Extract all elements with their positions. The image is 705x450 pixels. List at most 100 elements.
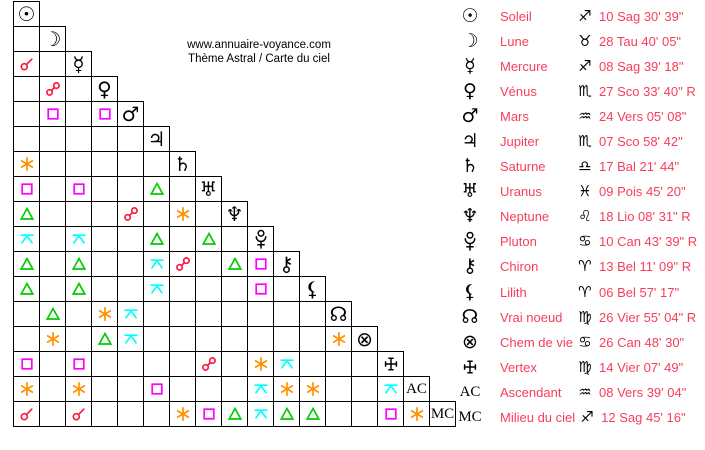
planet-position: 26 Can 48' 30" (599, 334, 685, 350)
position-row-venus: ♀ Vénus ♏ 27 Sco 33' 40" R (455, 79, 705, 104)
empty-aspect-cell (143, 201, 170, 227)
empty-aspect-cell (39, 226, 66, 252)
empty-aspect-cell (39, 126, 66, 152)
zodiac-sign-icon: ♐ (578, 57, 592, 76)
quincunx-aspect-icon (65, 226, 92, 252)
planet-name: Soleil (500, 9, 532, 25)
empty-aspect-cell (91, 226, 118, 252)
empty-aspect-cell (39, 51, 66, 77)
empty-aspect-cell (247, 326, 274, 352)
soleil-glyph-icon: ☉ (17, 2, 36, 26)
chiron-glyph-icon: ⚷ (463, 255, 477, 278)
square-aspect-icon (65, 351, 92, 377)
jupiter-glyph-icon: ♃ (147, 127, 166, 151)
empty-aspect-cell (91, 276, 118, 302)
empty-aspect-cell (117, 176, 144, 202)
planet-position: 24 Vers 05' 08" (599, 109, 687, 125)
empty-aspect-cell (221, 351, 248, 377)
planet-position: 07 Sco 58' 42" (599, 134, 683, 150)
zodiac-sign-icon: ♈ (578, 257, 592, 276)
trine-aspect-icon (13, 276, 40, 302)
empty-aspect-cell (117, 126, 144, 152)
grid-row-vrai-noeud: ☊ (13, 301, 352, 327)
zodiac-sign-icon: ♐ (578, 7, 592, 26)
empty-aspect-cell (39, 351, 66, 377)
square-aspect-icon (65, 176, 92, 202)
empty-aspect-cell (91, 126, 118, 152)
grid-row-neptune: ♆ (13, 201, 248, 227)
planet-name: Vénus (500, 84, 537, 100)
empty-aspect-cell (143, 301, 170, 327)
empty-aspect-cell (39, 201, 66, 227)
empty-aspect-cell (143, 151, 170, 177)
empty-aspect-cell (273, 301, 300, 327)
quincunx-aspect-icon (143, 251, 170, 277)
position-row-lilith: ⚸ Lilith ♈ 06 Bel 57' 17" (455, 280, 705, 305)
grid-row-lune: ☽ (13, 26, 66, 52)
saturne-glyph-icon: ♄ (461, 155, 479, 178)
planet-glyph-pluton (247, 226, 274, 252)
grid-row-pluton (13, 226, 274, 252)
trine-aspect-icon (91, 326, 118, 352)
empty-aspect-cell (169, 226, 196, 252)
position-row-ascendant: AC Ascendant ♒ 08 Vers 39' 04" (455, 380, 705, 405)
empty-aspect-cell (195, 376, 222, 402)
position-row-mercure: ☿ Mercure ♐ 08 Sag 39' 18" (455, 54, 705, 79)
site-url: www.annuaire-voyance.com (187, 39, 331, 51)
chart-header: www.annuaire-voyance.com Thème Astral / … (129, 39, 389, 66)
jupiter-glyph-icon: ♃ (461, 130, 479, 153)
mercure-glyph-icon: ☿ (464, 55, 476, 78)
lilith-glyph-icon: ⚸ (463, 280, 477, 303)
empty-aspect-cell (351, 351, 378, 377)
position-row-vertex: Vertex ♍ 14 Vier 07' 49" (455, 355, 705, 380)
empty-aspect-cell (13, 101, 40, 127)
lune-glyph-icon: ☽ (461, 30, 479, 53)
chem-de-vie-glyph-icon: ⊗ (462, 330, 478, 353)
planet-glyph-chem-de-vie: ⊗ (351, 326, 378, 352)
planet-position: 08 Sag 39' 18" (599, 59, 684, 75)
pluton-glyph-icon-pluto-icon (253, 229, 269, 250)
position-row-milieu-du-ciel: MC Milieu du ciel ♐ 12 Sag 45' 16" (455, 405, 705, 430)
grid-row-uranus: ♅ (13, 176, 222, 202)
planet-position: 10 Can 43' 39" R (599, 234, 698, 250)
zodiac-sign-icon: ♍ (578, 307, 592, 326)
empty-aspect-cell (325, 376, 352, 402)
empty-aspect-cell (299, 351, 326, 377)
planet-position: 28 Tau 40' 05" (599, 34, 682, 50)
planet-position: 14 Vier 07' 49" (599, 359, 684, 375)
planet-name: Chiron (500, 259, 539, 275)
empty-aspect-cell (13, 326, 40, 352)
grid-row-milieu-du-ciel: MC (13, 401, 456, 427)
grid-row-vertex (13, 351, 404, 377)
planet-name: Lilith (500, 284, 527, 300)
position-row-soleil: ☉ Soleil ♐ 10 Sag 30' 39" (455, 4, 705, 29)
square-aspect-icon (39, 101, 66, 127)
zodiac-sign-icon: ♒ (578, 107, 592, 126)
sextile-aspect-icon (325, 326, 352, 352)
quincunx-aspect-icon (13, 226, 40, 252)
planet-positions-list: ☉ Soleil ♐ 10 Sag 30' 39" ☽ Lune ♉ 28 Tau 40' 0… (455, 4, 705, 430)
zodiac-sign-icon: ♏ (578, 132, 592, 151)
sextile-aspect-icon (65, 376, 92, 402)
sextile-aspect-icon (13, 376, 40, 402)
mercure-glyph-icon: ☿ (72, 52, 85, 76)
position-row-jupiter: ♃ Jupiter ♏ 07 Sco 58' 42" (455, 129, 705, 154)
empty-aspect-cell (117, 276, 144, 302)
empty-aspect-cell (351, 376, 378, 402)
planet-glyph-lilith: ⚸ (299, 276, 326, 302)
trine-aspect-icon (299, 401, 326, 427)
empty-aspect-cell (91, 376, 118, 402)
trine-aspect-icon (143, 176, 170, 202)
empty-aspect-cell (91, 201, 118, 227)
position-row-lune: ☽ Lune ♉ 28 Tau 40' 05" (455, 29, 705, 54)
grid-row-venus: ♀ (13, 76, 118, 102)
quincunx-aspect-icon (143, 276, 170, 302)
square-aspect-icon (13, 176, 40, 202)
empty-aspect-cell (195, 276, 222, 302)
grid-row-lilith: ⚸ (13, 276, 326, 302)
position-row-chem-de-vie: ⊗ Chem de vie ♋ 26 Can 48' 30" (455, 330, 705, 355)
empty-aspect-cell (273, 276, 300, 302)
square-aspect-icon (247, 276, 274, 302)
empty-aspect-cell (39, 151, 66, 177)
empty-aspect-cell (91, 351, 118, 377)
